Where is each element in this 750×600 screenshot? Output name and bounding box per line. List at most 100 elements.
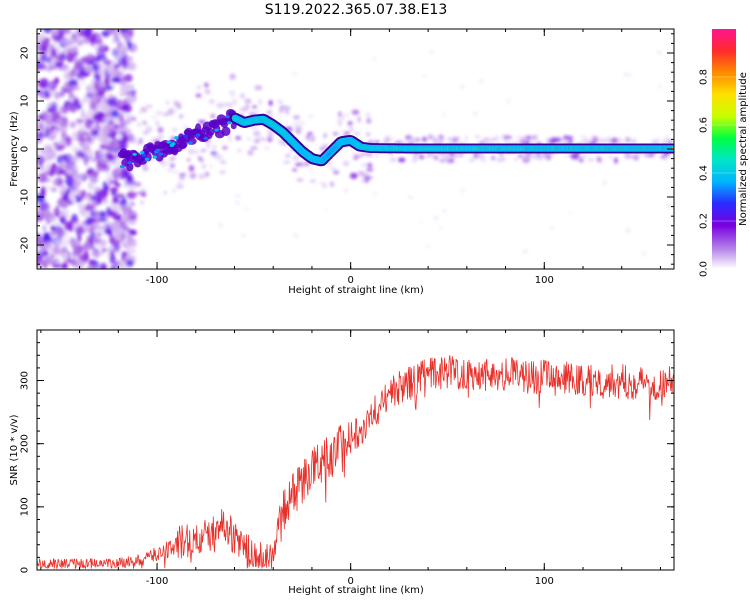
snr-ytick-label: 100 xyxy=(20,497,31,516)
noise-blob xyxy=(235,136,242,140)
noise-blob xyxy=(628,154,636,159)
noise-blob xyxy=(109,187,119,193)
noise-blob xyxy=(71,144,78,152)
noise-blob xyxy=(78,100,86,105)
noise-blob xyxy=(665,203,671,209)
noise-blob xyxy=(93,39,104,46)
noise-blob xyxy=(413,137,419,143)
noise-blob xyxy=(41,231,52,243)
noise-blob xyxy=(111,77,121,83)
noise-blob xyxy=(175,185,184,189)
noise-blob xyxy=(442,112,446,117)
colorbar-tick-label: 0.8 xyxy=(699,69,710,85)
noise-blob xyxy=(69,237,77,248)
noise-blob xyxy=(106,174,113,183)
noise-blob xyxy=(657,50,662,55)
noise-blob xyxy=(514,157,518,162)
noise-blob xyxy=(179,173,187,177)
noise-blob xyxy=(41,39,50,47)
noise-blob xyxy=(531,134,538,140)
noise-blob xyxy=(357,171,365,176)
noise-blob xyxy=(127,40,132,50)
noise-blob xyxy=(140,191,147,198)
noise-blob xyxy=(447,137,452,141)
noise-blob xyxy=(69,97,74,102)
noise-blob xyxy=(68,79,79,87)
noise-blob xyxy=(79,221,89,227)
noise-blob xyxy=(46,161,51,173)
noise-blob xyxy=(113,63,120,70)
noise-blob xyxy=(231,95,235,98)
ridge-mark xyxy=(203,136,208,140)
noise-blob xyxy=(397,157,406,163)
noise-blob xyxy=(624,137,631,143)
noise-blob xyxy=(98,133,108,144)
noise-blob xyxy=(138,111,143,114)
noise-blob xyxy=(186,158,191,162)
noise-blob xyxy=(84,240,91,251)
noise-blob xyxy=(86,86,96,95)
noise-blob xyxy=(245,103,251,108)
noise-blob xyxy=(395,140,404,144)
noise-blob xyxy=(111,81,117,87)
noise-blob xyxy=(124,131,132,136)
noise-blob xyxy=(283,160,291,164)
noise-blob xyxy=(119,47,128,53)
noise-blob xyxy=(364,152,373,157)
noise-blob xyxy=(550,227,554,231)
noise-blob xyxy=(50,216,56,222)
noise-blob xyxy=(150,115,158,120)
noise-blob xyxy=(473,111,478,116)
noise-blob xyxy=(212,144,217,150)
noise-blob xyxy=(66,103,72,111)
noise-blob xyxy=(116,250,123,257)
noise-blob xyxy=(660,155,666,159)
noise-blob xyxy=(101,239,107,247)
noise-blob xyxy=(109,155,117,160)
noise-blob xyxy=(295,162,303,167)
noise-blob xyxy=(173,171,179,174)
ridge-mark xyxy=(132,152,137,156)
noise-blob xyxy=(201,164,207,169)
ridge-mark xyxy=(141,153,147,157)
noise-blob xyxy=(125,234,133,241)
noise-blob xyxy=(137,121,142,128)
noise-blob xyxy=(90,78,98,88)
ridge-mark xyxy=(174,136,179,140)
noise-blob xyxy=(91,249,97,258)
noise-blob xyxy=(89,232,96,240)
noise-blob xyxy=(38,201,45,212)
noise-blob xyxy=(122,212,130,223)
noise-blob xyxy=(45,209,51,218)
noise-blob xyxy=(459,85,465,89)
noise-blob xyxy=(94,114,100,119)
noise-blob xyxy=(142,165,149,172)
noise-blob xyxy=(311,135,315,142)
noise-blob xyxy=(62,44,71,54)
noise-blob xyxy=(420,220,423,223)
noise-blob xyxy=(172,98,178,105)
noise-blob xyxy=(343,131,351,136)
noise-blob xyxy=(255,110,260,115)
noise-blob xyxy=(244,207,249,210)
noise-blob xyxy=(101,154,108,161)
noise-blob xyxy=(676,180,678,182)
noise-blob xyxy=(360,178,368,184)
noise-blob xyxy=(129,215,138,220)
snr-ytick-label: 200 xyxy=(20,434,31,453)
noise-blob xyxy=(219,160,227,165)
noise-blob xyxy=(171,127,179,132)
noise-blob xyxy=(198,173,205,180)
noise-blob xyxy=(164,159,173,166)
noise-blob xyxy=(430,49,434,54)
noise-blob xyxy=(64,239,69,246)
noise-blob xyxy=(79,191,85,199)
noise-blob xyxy=(461,188,465,193)
noise-blob xyxy=(169,156,176,161)
noise-blob xyxy=(72,85,81,91)
noise-blob xyxy=(658,84,662,89)
noise-blob xyxy=(172,189,176,193)
noise-blob xyxy=(65,29,72,35)
noise-blob xyxy=(281,142,288,147)
noise-blob xyxy=(47,67,52,72)
